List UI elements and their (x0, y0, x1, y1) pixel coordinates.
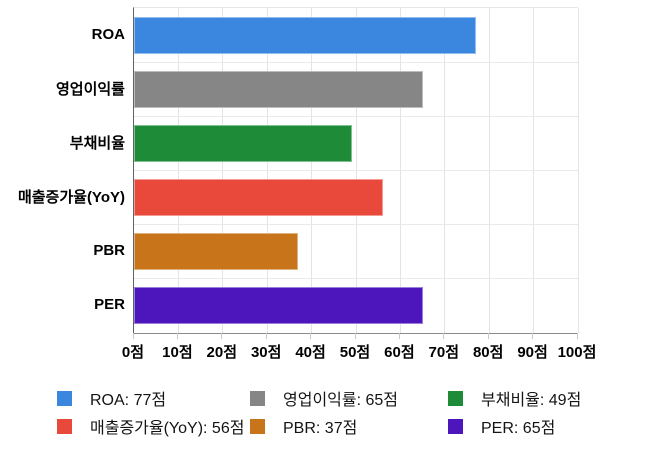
legend-item[interactable]: 부채비율: 49점 (448, 389, 617, 409)
horizontal-gridline (134, 170, 578, 171)
axis-tick-label: 70점 (428, 344, 460, 361)
legend-item[interactable]: 매출증가율(YoY): 56점 (57, 417, 250, 437)
legend-swatch-icon (57, 418, 72, 434)
bar-PBR[interactable] (134, 233, 299, 271)
legend-label: 영업이익률: 65점 (283, 392, 399, 409)
axis-tick-label: 20점 (206, 344, 238, 361)
vertical-gridline (577, 8, 579, 333)
axis-tick-label: 80점 (472, 344, 504, 361)
legend-label: 매출증가율(YoY): 56점 (90, 420, 245, 437)
horizontal-gridline (134, 278, 578, 280)
axis-tick-mark (265, 333, 267, 339)
legend-swatch-icon (57, 390, 72, 406)
legend-swatch-icon (448, 418, 463, 434)
axis-tick-label: 50점 (339, 344, 371, 361)
axis-tick-label: 10점 (162, 344, 193, 361)
category-label: 부채비율 (69, 134, 125, 152)
axis-tick-mark (576, 333, 578, 339)
category-label: 영업이익률 (55, 80, 125, 98)
category-label: PER (94, 296, 125, 314)
legend-swatch-icon (250, 418, 265, 434)
axis-tick-mark (532, 333, 534, 339)
horizontal-gridline (134, 224, 578, 226)
axis-tick-mark (443, 333, 445, 339)
legend-item[interactable]: PER: 65점 (448, 417, 617, 437)
axis-tick-label: 40점 (295, 344, 326, 361)
bar-ROA[interactable] (134, 16, 476, 54)
axis-tick-mark (221, 333, 223, 339)
axis-tick-label: 0점 (121, 344, 145, 361)
axis-tick-label: 30점 (250, 344, 282, 361)
horizontal-gridline (134, 115, 578, 117)
legend-label: 부채비율: 49점 (481, 392, 582, 409)
axis-tick-label: 100점 (557, 344, 597, 361)
legend-item[interactable]: PBR: 37점 (250, 417, 448, 437)
legend-label: PER: 65점 (481, 420, 556, 437)
axis-tick-mark (176, 333, 178, 339)
axis-tick-mark (310, 333, 312, 339)
axis-tick-mark (132, 333, 134, 339)
legend-label: PBR: 37점 (283, 420, 358, 437)
bar-부채비율[interactable] (134, 124, 352, 162)
category-label: ROA (91, 25, 125, 43)
plot-area (133, 7, 579, 334)
category-label: PBR (93, 242, 125, 260)
bar-매출증가율(YoY)[interactable] (134, 179, 383, 217)
legend-swatch-icon (448, 390, 463, 406)
axis-tick-mark (398, 333, 400, 339)
bar-PER[interactable] (134, 287, 423, 325)
axis-tick-label: 90점 (517, 344, 548, 361)
axis-tick-mark (487, 333, 489, 339)
axis-tick-mark (354, 333, 356, 339)
legend-swatch-icon (250, 390, 265, 406)
axis-tick-label: 60점 (384, 344, 415, 361)
legend-label: ROA: 77점 (90, 392, 167, 409)
horizontal-gridline (134, 61, 578, 63)
legend-item[interactable]: 영업이익률: 65점 (250, 389, 448, 409)
bar-영업이익률[interactable] (134, 70, 423, 108)
category-label: 매출증가율(YoY) (17, 189, 125, 207)
legend-item[interactable]: ROA: 77점 (57, 389, 250, 409)
